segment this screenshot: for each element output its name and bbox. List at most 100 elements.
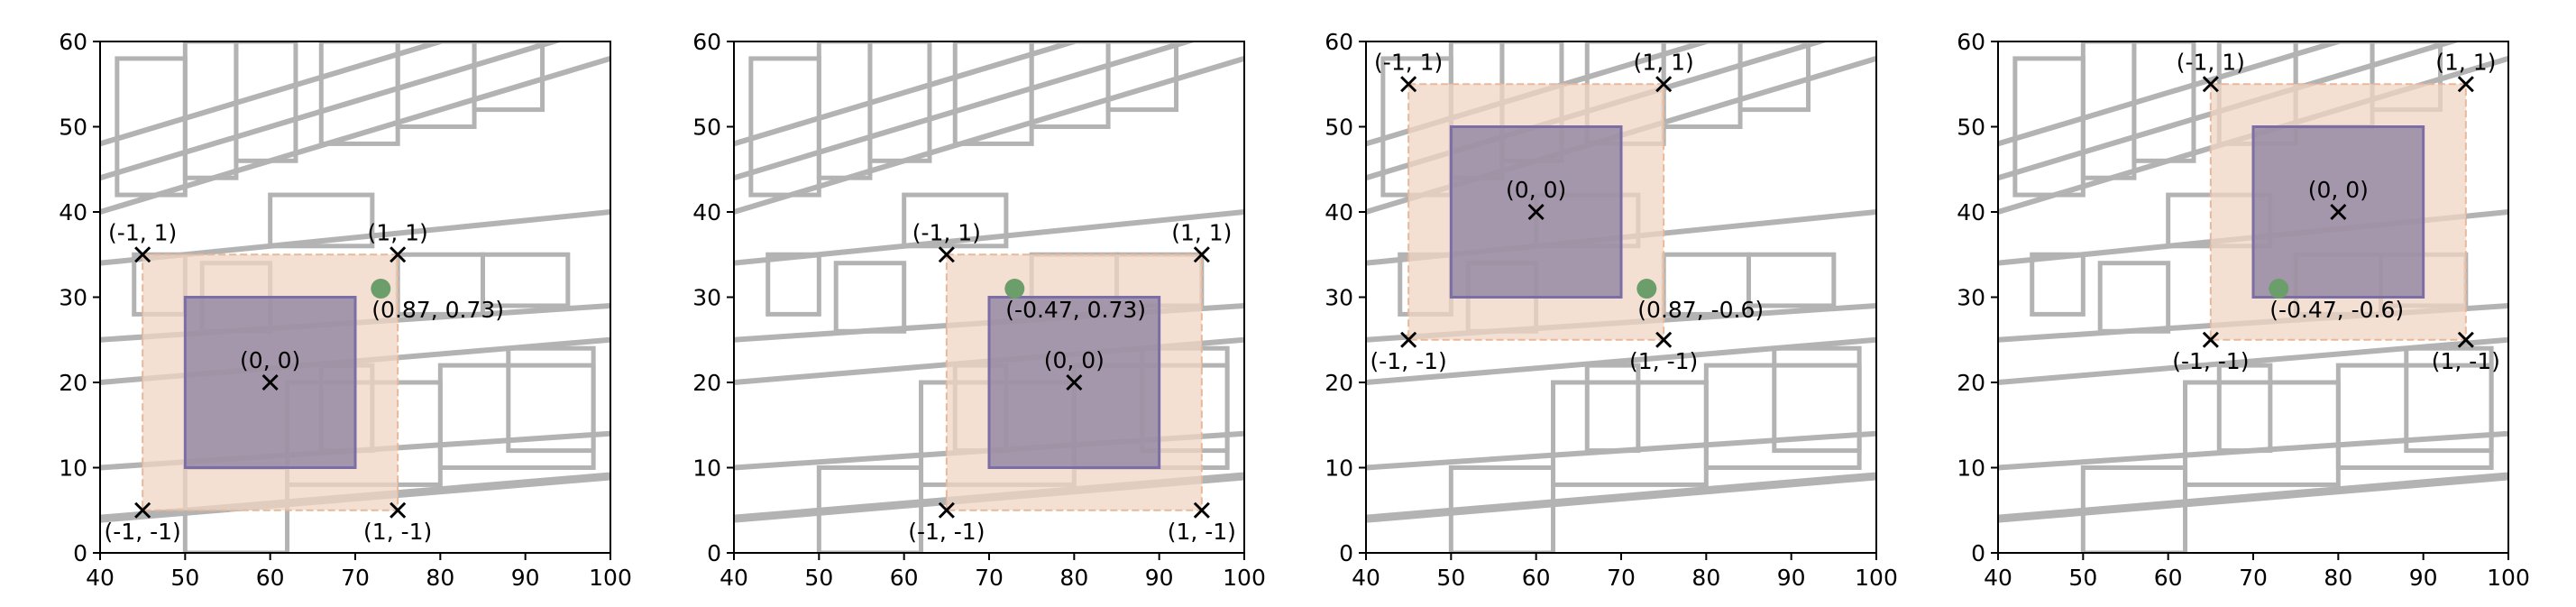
x-tick-label: 50 <box>170 565 199 591</box>
query-point <box>1636 279 1657 299</box>
marker-label: (1, 1) <box>1171 219 1232 245</box>
wall-room <box>2131 41 2196 163</box>
x-marker-stroke <box>390 501 407 519</box>
wall-room <box>833 261 907 334</box>
marker-label: (1, -1) <box>2432 348 2500 374</box>
x-marker <box>938 501 955 519</box>
x-tick-label: 90 <box>511 565 540 591</box>
y-tick-label: 60 <box>692 29 721 55</box>
y-tick-label: 60 <box>1325 29 1353 55</box>
panel-3: 40 50 60 70 80 90 100 0 10 20 30 40 50 60 (-1, 1) (1, 1… <box>1325 29 1898 591</box>
x-tick-label: 90 <box>2409 565 2438 591</box>
y-tick-label: 30 <box>692 285 721 311</box>
wall-room <box>2183 380 2341 487</box>
x-tick-label: 90 <box>1145 565 1174 591</box>
marker-label: (-1, 1) <box>2177 49 2245 75</box>
marker-label: (-1, 1) <box>1374 49 1443 75</box>
x-tick-label: 60 <box>1522 565 1551 591</box>
x-marker <box>390 246 407 263</box>
marker-label: (0, 0) <box>2308 177 2369 203</box>
y-tick-label: 20 <box>692 370 721 396</box>
wall-room <box>234 41 298 163</box>
x-marker-stroke <box>938 246 955 263</box>
wall-room <box>1737 41 1811 113</box>
panel-1: 40 50 60 70 80 90 100 0 10 20 30 40 50 60 (-1, 1) (1, 1… <box>59 29 632 591</box>
y-tick-label: 30 <box>1325 285 1353 311</box>
y-tick-label: 60 <box>1957 29 1985 55</box>
wall-line <box>734 41 1197 181</box>
x-marker-stroke <box>938 501 955 519</box>
wall-room <box>481 252 571 308</box>
x-marker <box>2330 203 2347 221</box>
x-marker-stroke <box>2202 76 2219 93</box>
y-tick-label: 60 <box>59 29 87 55</box>
marker-label: (1, -1) <box>363 519 432 545</box>
y-tick-label: 50 <box>1325 115 1353 141</box>
x-marker <box>2457 331 2474 348</box>
x-tick-label: 50 <box>2068 565 2097 591</box>
x-tick-label: 100 <box>1855 565 1898 591</box>
x-marker <box>938 246 955 263</box>
query-point <box>371 279 391 299</box>
x-marker-stroke <box>1193 501 1210 519</box>
y-tick-label: 50 <box>59 115 87 141</box>
marker-label: (-1, 1) <box>108 219 177 245</box>
y-tick-label: 10 <box>1325 455 1353 482</box>
x-marker <box>2202 76 2219 93</box>
x-tick-label: 90 <box>1777 565 1806 591</box>
y-tick-label: 50 <box>692 115 721 141</box>
x-marker <box>134 501 151 519</box>
query-point <box>2269 279 2289 299</box>
wall-room <box>1746 252 1837 308</box>
wall-room <box>902 192 1009 249</box>
x-tick-label: 100 <box>2487 565 2530 591</box>
wall-room <box>1551 380 1709 487</box>
x-marker-stroke <box>1655 76 1673 93</box>
query-point-label: (-0.47, -0.6) <box>2269 297 2404 323</box>
x-tick-label: 40 <box>1352 565 1380 591</box>
x-tick-label: 60 <box>890 565 919 591</box>
y-tick-label: 0 <box>707 540 721 566</box>
y-tick-label: 0 <box>1971 540 1985 566</box>
y-tick-label: 50 <box>1957 115 1985 141</box>
x-marker-stroke <box>2202 331 2219 348</box>
y-tick-label: 40 <box>59 199 87 225</box>
y-tick-label: 0 <box>73 540 87 566</box>
x-marker <box>1655 76 1673 93</box>
wall-room <box>2097 261 2171 334</box>
query-point-label: (-0.47, 0.73) <box>1005 297 1146 323</box>
x-marker-stroke <box>390 246 407 263</box>
y-tick-label: 30 <box>1957 285 1985 311</box>
panel-4: 40 50 60 70 80 90 100 0 10 20 30 40 50 60 (-1, 1) (1, 1… <box>1957 29 2530 591</box>
wall-room <box>2080 465 2188 553</box>
x-tick-label: 100 <box>1223 565 1266 591</box>
x-marker-stroke <box>1400 76 1417 93</box>
panel-2: 40 50 60 70 80 90 100 0 10 20 30 40 50 60 (-1, 1) (1, 1… <box>692 29 1266 591</box>
marker-label: (-1, -1) <box>2172 348 2249 374</box>
x-marker-stroke <box>261 373 279 391</box>
x-marker <box>390 501 407 519</box>
x-tick-label: 50 <box>1436 565 1465 591</box>
x-tick-label: 70 <box>975 565 1004 591</box>
x-marker <box>261 373 279 391</box>
marker-label: (0, 0) <box>1044 347 1105 373</box>
x-tick-label: 40 <box>720 565 748 591</box>
y-tick-label: 0 <box>1339 540 1353 566</box>
x-tick-label: 40 <box>1984 565 2012 591</box>
query-point-label: (0.87, 0.73) <box>371 297 504 323</box>
y-tick-label: 20 <box>59 370 87 396</box>
x-marker <box>1527 203 1545 221</box>
wall-room <box>2404 345 2494 454</box>
marker-label: (0, 0) <box>240 347 300 373</box>
y-tick-label: 40 <box>1325 199 1353 225</box>
x-marker <box>1655 331 1673 348</box>
x-marker-stroke <box>134 501 151 519</box>
x-marker <box>134 246 151 263</box>
x-marker-stroke <box>2330 203 2347 221</box>
y-tick-label: 40 <box>692 199 721 225</box>
x-marker-stroke <box>1193 246 1210 263</box>
wall-room <box>1772 345 1862 454</box>
y-tick-label: 10 <box>1957 455 1985 482</box>
marker-label: (-1, -1) <box>1371 348 1447 374</box>
wall-room <box>506 345 596 454</box>
